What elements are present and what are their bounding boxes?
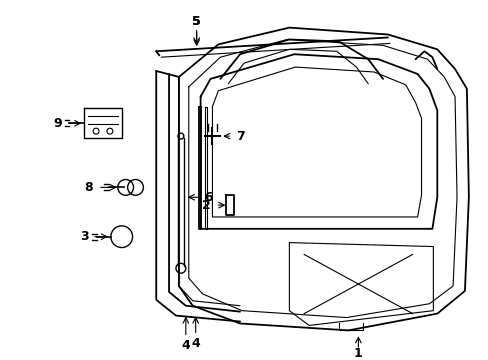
Text: 1: 1 bbox=[353, 347, 362, 360]
Text: 7: 7 bbox=[235, 130, 244, 143]
Text: 5: 5 bbox=[192, 15, 201, 28]
Text: 3: 3 bbox=[80, 230, 88, 243]
Text: 2: 2 bbox=[202, 199, 210, 212]
Text: 9: 9 bbox=[53, 117, 62, 130]
Text: 6: 6 bbox=[204, 191, 212, 204]
Text: 5: 5 bbox=[192, 15, 201, 28]
Text: 4: 4 bbox=[191, 337, 200, 350]
Text: 8: 8 bbox=[84, 181, 92, 194]
Text: 4: 4 bbox=[181, 339, 190, 352]
